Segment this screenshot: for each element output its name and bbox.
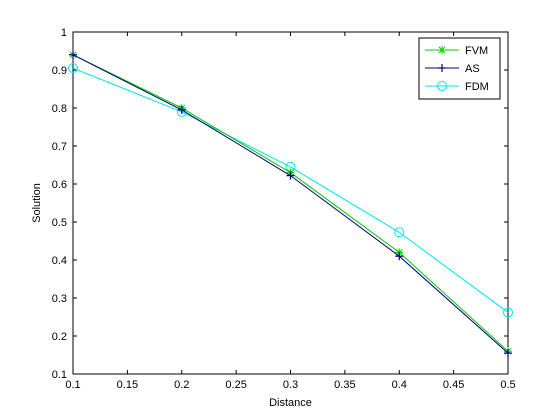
y-tick-label: 1	[61, 27, 67, 39]
series-fdm	[68, 63, 513, 318]
series-as-point	[177, 105, 186, 114]
y-tick-label: 0.8	[52, 103, 67, 115]
series-fdm-point	[394, 227, 405, 238]
x-tick-label: 0.15	[117, 379, 138, 391]
legend-label-fdm: FDM	[465, 81, 489, 93]
y-tick-label: 0.7	[52, 141, 67, 153]
y-tick-label: 0.2	[52, 331, 67, 343]
series-layer	[68, 50, 513, 358]
series-fdm-point	[68, 63, 78, 74]
legend-marker-fdm	[437, 81, 447, 91]
legend-item-as: AS	[425, 63, 480, 75]
x-tick-label: 0.5	[500, 379, 515, 391]
series-as-point	[504, 349, 512, 358]
y-tick-label: 0.3	[52, 293, 67, 305]
x-tick-label: 0.45	[443, 379, 464, 391]
series-as-point	[69, 50, 77, 59]
legend-marker-fvm	[438, 46, 446, 54]
series-as	[69, 50, 512, 358]
legend-item-fdm: FDM	[425, 81, 489, 93]
series-fdm-line	[72, 67, 509, 313]
y-tick-label: 0.4	[52, 255, 67, 267]
series-as-point	[395, 252, 404, 261]
legend-label-as: AS	[465, 63, 480, 75]
series-fdm-point	[503, 307, 513, 318]
series-as-point	[286, 171, 295, 180]
legend-marker-as	[438, 64, 446, 72]
legend-item-fvm: FVM	[425, 45, 488, 57]
x-tick-label: 0.25	[225, 379, 246, 391]
y-tick-label: 0.5	[52, 217, 67, 229]
x-tick-label: 0.35	[334, 379, 355, 391]
x-tick-label: 0.3	[283, 379, 298, 391]
y-tick-label: 0.9	[52, 65, 67, 77]
x-tick-label: 0.4	[392, 379, 407, 391]
y-axis-title: Solution	[31, 183, 43, 223]
x-tick-label: 0.1	[65, 379, 80, 391]
x-axis-title: Distance	[269, 397, 312, 409]
x-tick-label: 0.2	[174, 379, 189, 391]
legend: FVM AS FDM	[418, 37, 501, 100]
axis-ticks: 0.1 0.15 0.2 0.25 0.3 0.35 0.4 0.45 0.5 0.1 0.2 0.3…	[52, 27, 516, 391]
legend-label-fvm: FVM	[465, 45, 488, 57]
y-tick-label: 0.6	[52, 179, 67, 191]
y-tick-label: 0.1	[52, 369, 67, 381]
